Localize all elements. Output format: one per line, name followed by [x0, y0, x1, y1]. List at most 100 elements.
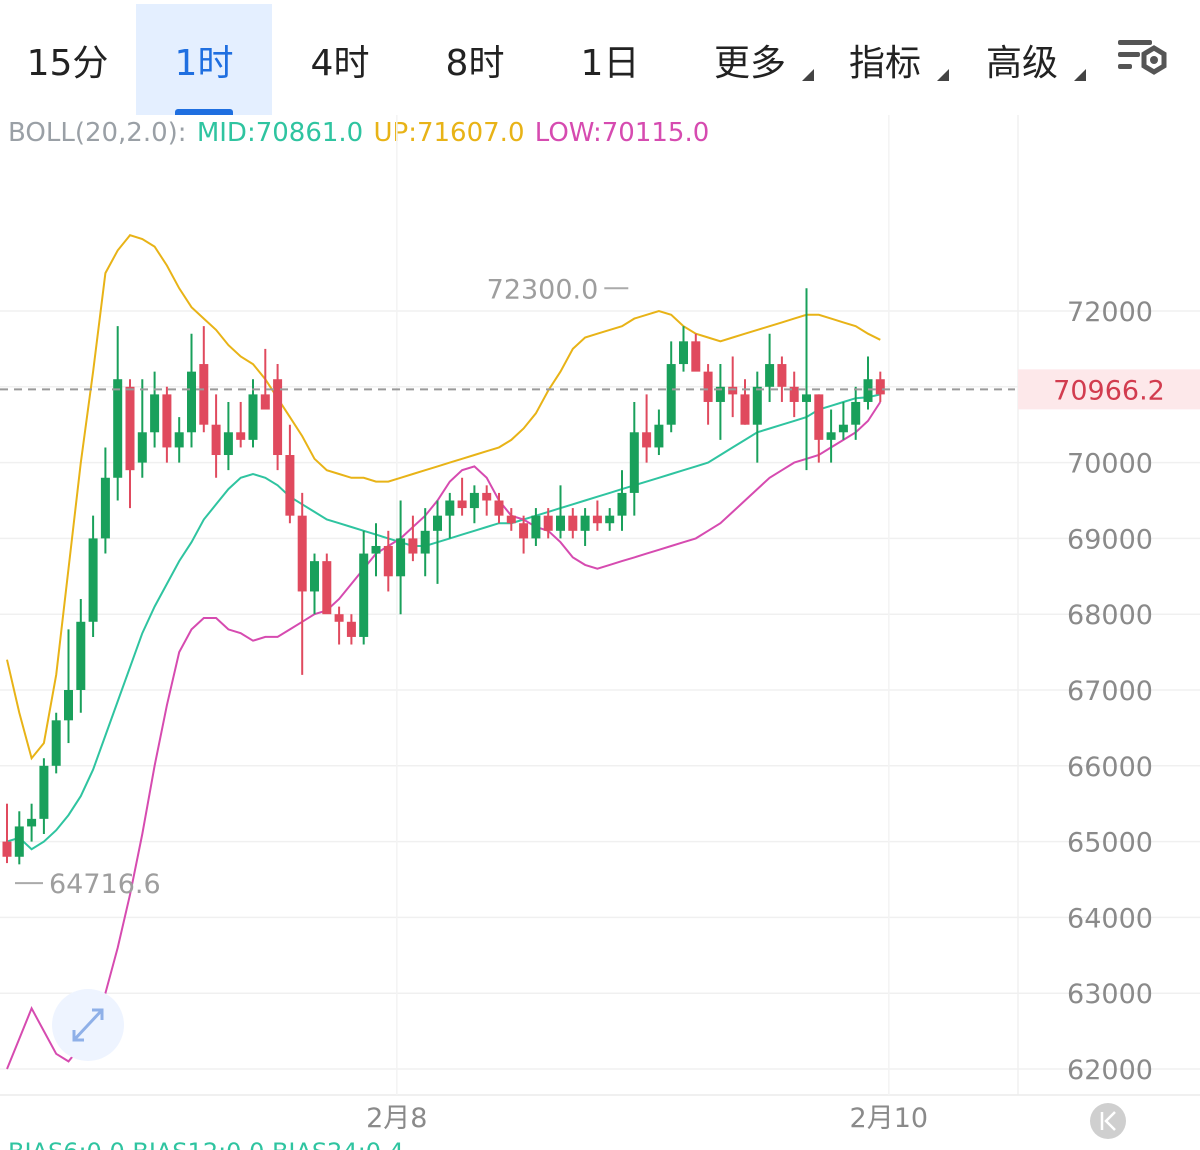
- candle-body: [137, 432, 147, 463]
- candle-body: [580, 515, 590, 531]
- candle: [285, 424, 295, 524]
- candle-body: [396, 538, 406, 577]
- price-tick-label: 68000: [1067, 600, 1153, 631]
- candle-body: [666, 364, 676, 425]
- candle-body: [310, 561, 319, 592]
- candle-body: [556, 515, 565, 531]
- candle: [814, 394, 824, 463]
- scroll-to-start-button[interactable]: [1090, 1103, 1126, 1139]
- candle: [359, 530, 369, 645]
- bias-indicator-legend: BIAS6:0.0 BIAS12:0.0 BIAS24:0.4: [8, 1138, 404, 1150]
- chart-settings-icon[interactable]: [1112, 36, 1172, 86]
- candle-body: [408, 538, 418, 554]
- candle-body: [445, 500, 455, 516]
- candle: [371, 523, 381, 577]
- candle: [851, 386, 861, 440]
- price-tick-label: 67000: [1067, 676, 1153, 707]
- boll-name: BOLL(20,2.0):: [8, 118, 187, 148]
- candle-body: [605, 515, 615, 524]
- candle: [51, 712, 61, 774]
- candle-body: [64, 690, 73, 721]
- candle: [2, 803, 12, 864]
- dropdown-triangle-icon: [802, 69, 814, 81]
- tab-advanced[interactable]: 高级: [972, 4, 1086, 115]
- candle: [334, 606, 344, 645]
- expand-chart-button[interactable]: [52, 989, 124, 1061]
- candle-body: [162, 394, 172, 448]
- tab-1day[interactable]: 1日: [580, 42, 640, 84]
- candle: [715, 364, 725, 440]
- candle: [765, 333, 775, 402]
- candle-body: [457, 500, 467, 509]
- candle: [666, 341, 676, 433]
- time-tick-label: 2月8: [366, 1103, 427, 1134]
- candle-body: [765, 364, 775, 387]
- candle: [137, 379, 147, 478]
- tab-indicators[interactable]: 指标: [835, 4, 949, 115]
- boll-indicator-legend: BOLL(20,2.0): MID:70861.0 UP:71607.0 LOW…: [8, 118, 711, 148]
- candle-body: [100, 477, 110, 539]
- candle: [531, 508, 541, 546]
- candle: [457, 477, 467, 516]
- candle: [260, 348, 270, 410]
- candle-body: [654, 424, 664, 448]
- price-axis: 72000 70000 69000 68000 67000 66000 65000 64000…: [1067, 297, 1153, 1086]
- candle-body: [728, 386, 738, 395]
- candle: [875, 371, 885, 402]
- candle-body: [592, 515, 602, 524]
- band-line-up: [6, 234, 881, 761]
- candle-body: [88, 538, 98, 622]
- candle: [568, 508, 578, 539]
- candle-body: [39, 765, 49, 819]
- price-tick-label: 62000: [1067, 1055, 1153, 1086]
- candle: [556, 485, 565, 539]
- candle: [703, 364, 713, 425]
- candle-body: [519, 523, 529, 539]
- candle: [519, 515, 529, 554]
- candle: [223, 401, 233, 471]
- candle-body: [285, 455, 295, 516]
- candle: [433, 500, 442, 584]
- candle-body: [420, 530, 430, 554]
- candle: [605, 508, 615, 531]
- candlestick-chart[interactable]: 72000 70000 69000 68000 67000 66000 65000 64000…: [0, 115, 1200, 1145]
- price-tick-label: 72000: [1067, 297, 1153, 328]
- max-price-label: 72300.0: [487, 274, 599, 305]
- tab-1hour[interactable]: 1时: [136, 4, 272, 115]
- chart-grid: [0, 115, 1200, 1096]
- candle: [27, 803, 37, 842]
- candle: [383, 530, 393, 592]
- candle-body: [199, 364, 209, 425]
- tab-4hour[interactable]: 4时: [310, 42, 370, 84]
- candle-body: [703, 371, 713, 402]
- candle-body: [838, 424, 848, 433]
- candle: [64, 629, 73, 744]
- candle-body: [297, 515, 307, 592]
- candle-body: [27, 818, 37, 827]
- candle-body: [568, 515, 578, 531]
- tab-more[interactable]: 更多: [700, 4, 814, 115]
- candle-body: [174, 432, 184, 448]
- candle: [740, 379, 750, 425]
- candle: [728, 356, 738, 418]
- candle-body: [346, 621, 356, 637]
- candle-body: [248, 394, 258, 440]
- candle-body: [14, 826, 24, 857]
- tab-8hour[interactable]: 8时: [445, 42, 505, 84]
- candle: [125, 379, 135, 509]
- candle-body: [113, 379, 123, 478]
- candle: [679, 326, 688, 372]
- candle: [752, 371, 762, 463]
- candle-body: [740, 394, 750, 425]
- candle-body: [777, 364, 787, 387]
- candle-body: [506, 515, 516, 524]
- boll-up: UP:71607.0: [373, 118, 525, 148]
- tab-15min[interactable]: 15分: [26, 42, 109, 84]
- candle-body: [789, 386, 799, 402]
- bollinger-bands: [6, 234, 882, 1070]
- candle-body: [629, 432, 639, 493]
- candle: [14, 811, 24, 865]
- candle-body: [469, 492, 479, 509]
- candle: [113, 326, 123, 501]
- candle: [248, 379, 258, 448]
